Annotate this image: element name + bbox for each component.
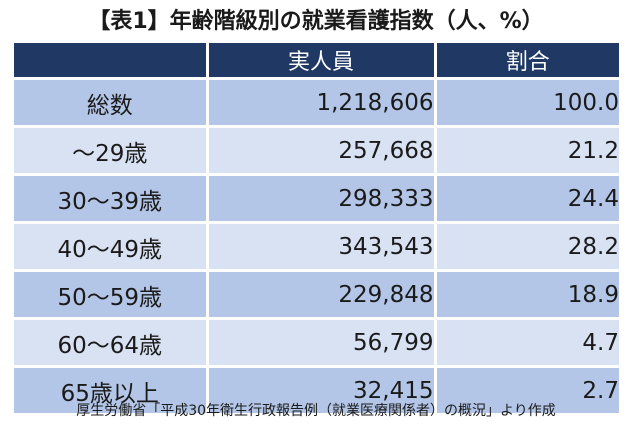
age-group-table: 実人員 割合 総数 1,218,606 100.0 ～29歳 257,668 2… [14,43,619,416]
table-row: 30～39歳 298,333 24.4 [14,174,619,224]
row-label: 50～59歳 [14,270,209,320]
row-label: 30～39歳 [14,174,209,224]
row-count: 1,218,606 [207,78,437,128]
row-count: 229,848 [207,270,437,320]
row-label: 40～49歳 [14,222,209,272]
header-ratio: 割合 [435,43,619,80]
row-ratio: 28.2 [435,222,619,272]
row-ratio: 2.7 [435,366,619,416]
table-title: 【表1】年齢階級別の就業看護指数（人、%） [88,9,544,34]
row-label: 総数 [14,78,209,128]
header-row: 実人員 割合 [14,43,619,80]
table-row: 40～49歳 343,543 28.2 [14,222,619,272]
row-label: 60～64歳 [14,318,209,368]
row-ratio: 100.0 [435,78,619,128]
row-label: 65歳以上 [14,366,209,416]
table-row: 総数 1,218,606 100.0 [14,78,619,128]
row-ratio: 21.2 [435,126,619,176]
row-count: 298,333 [207,174,437,224]
row-count: 343,543 [207,222,437,272]
header-empty-cell [14,43,209,80]
table-row: 50～59歳 229,848 18.9 [14,270,619,320]
row-count: 56,799 [207,318,437,368]
row-ratio: 24.4 [435,174,619,224]
row-ratio: 18.9 [435,270,619,320]
row-count: 257,668 [207,126,437,176]
source-note: 厚生労働省「平成30年衛生行政報告例（就業医療関係者）の概況」より作成 [76,403,556,419]
table-row: ～29歳 257,668 21.2 [14,126,619,176]
row-count: 32,415 [207,366,437,416]
table-row: 65歳以上 32,415 2.7 [14,366,619,416]
row-ratio: 4.7 [435,318,619,368]
header-count: 実人員 [207,43,437,80]
row-label: ～29歳 [14,126,209,176]
table-row: 60～64歳 56,799 4.7 [14,318,619,368]
